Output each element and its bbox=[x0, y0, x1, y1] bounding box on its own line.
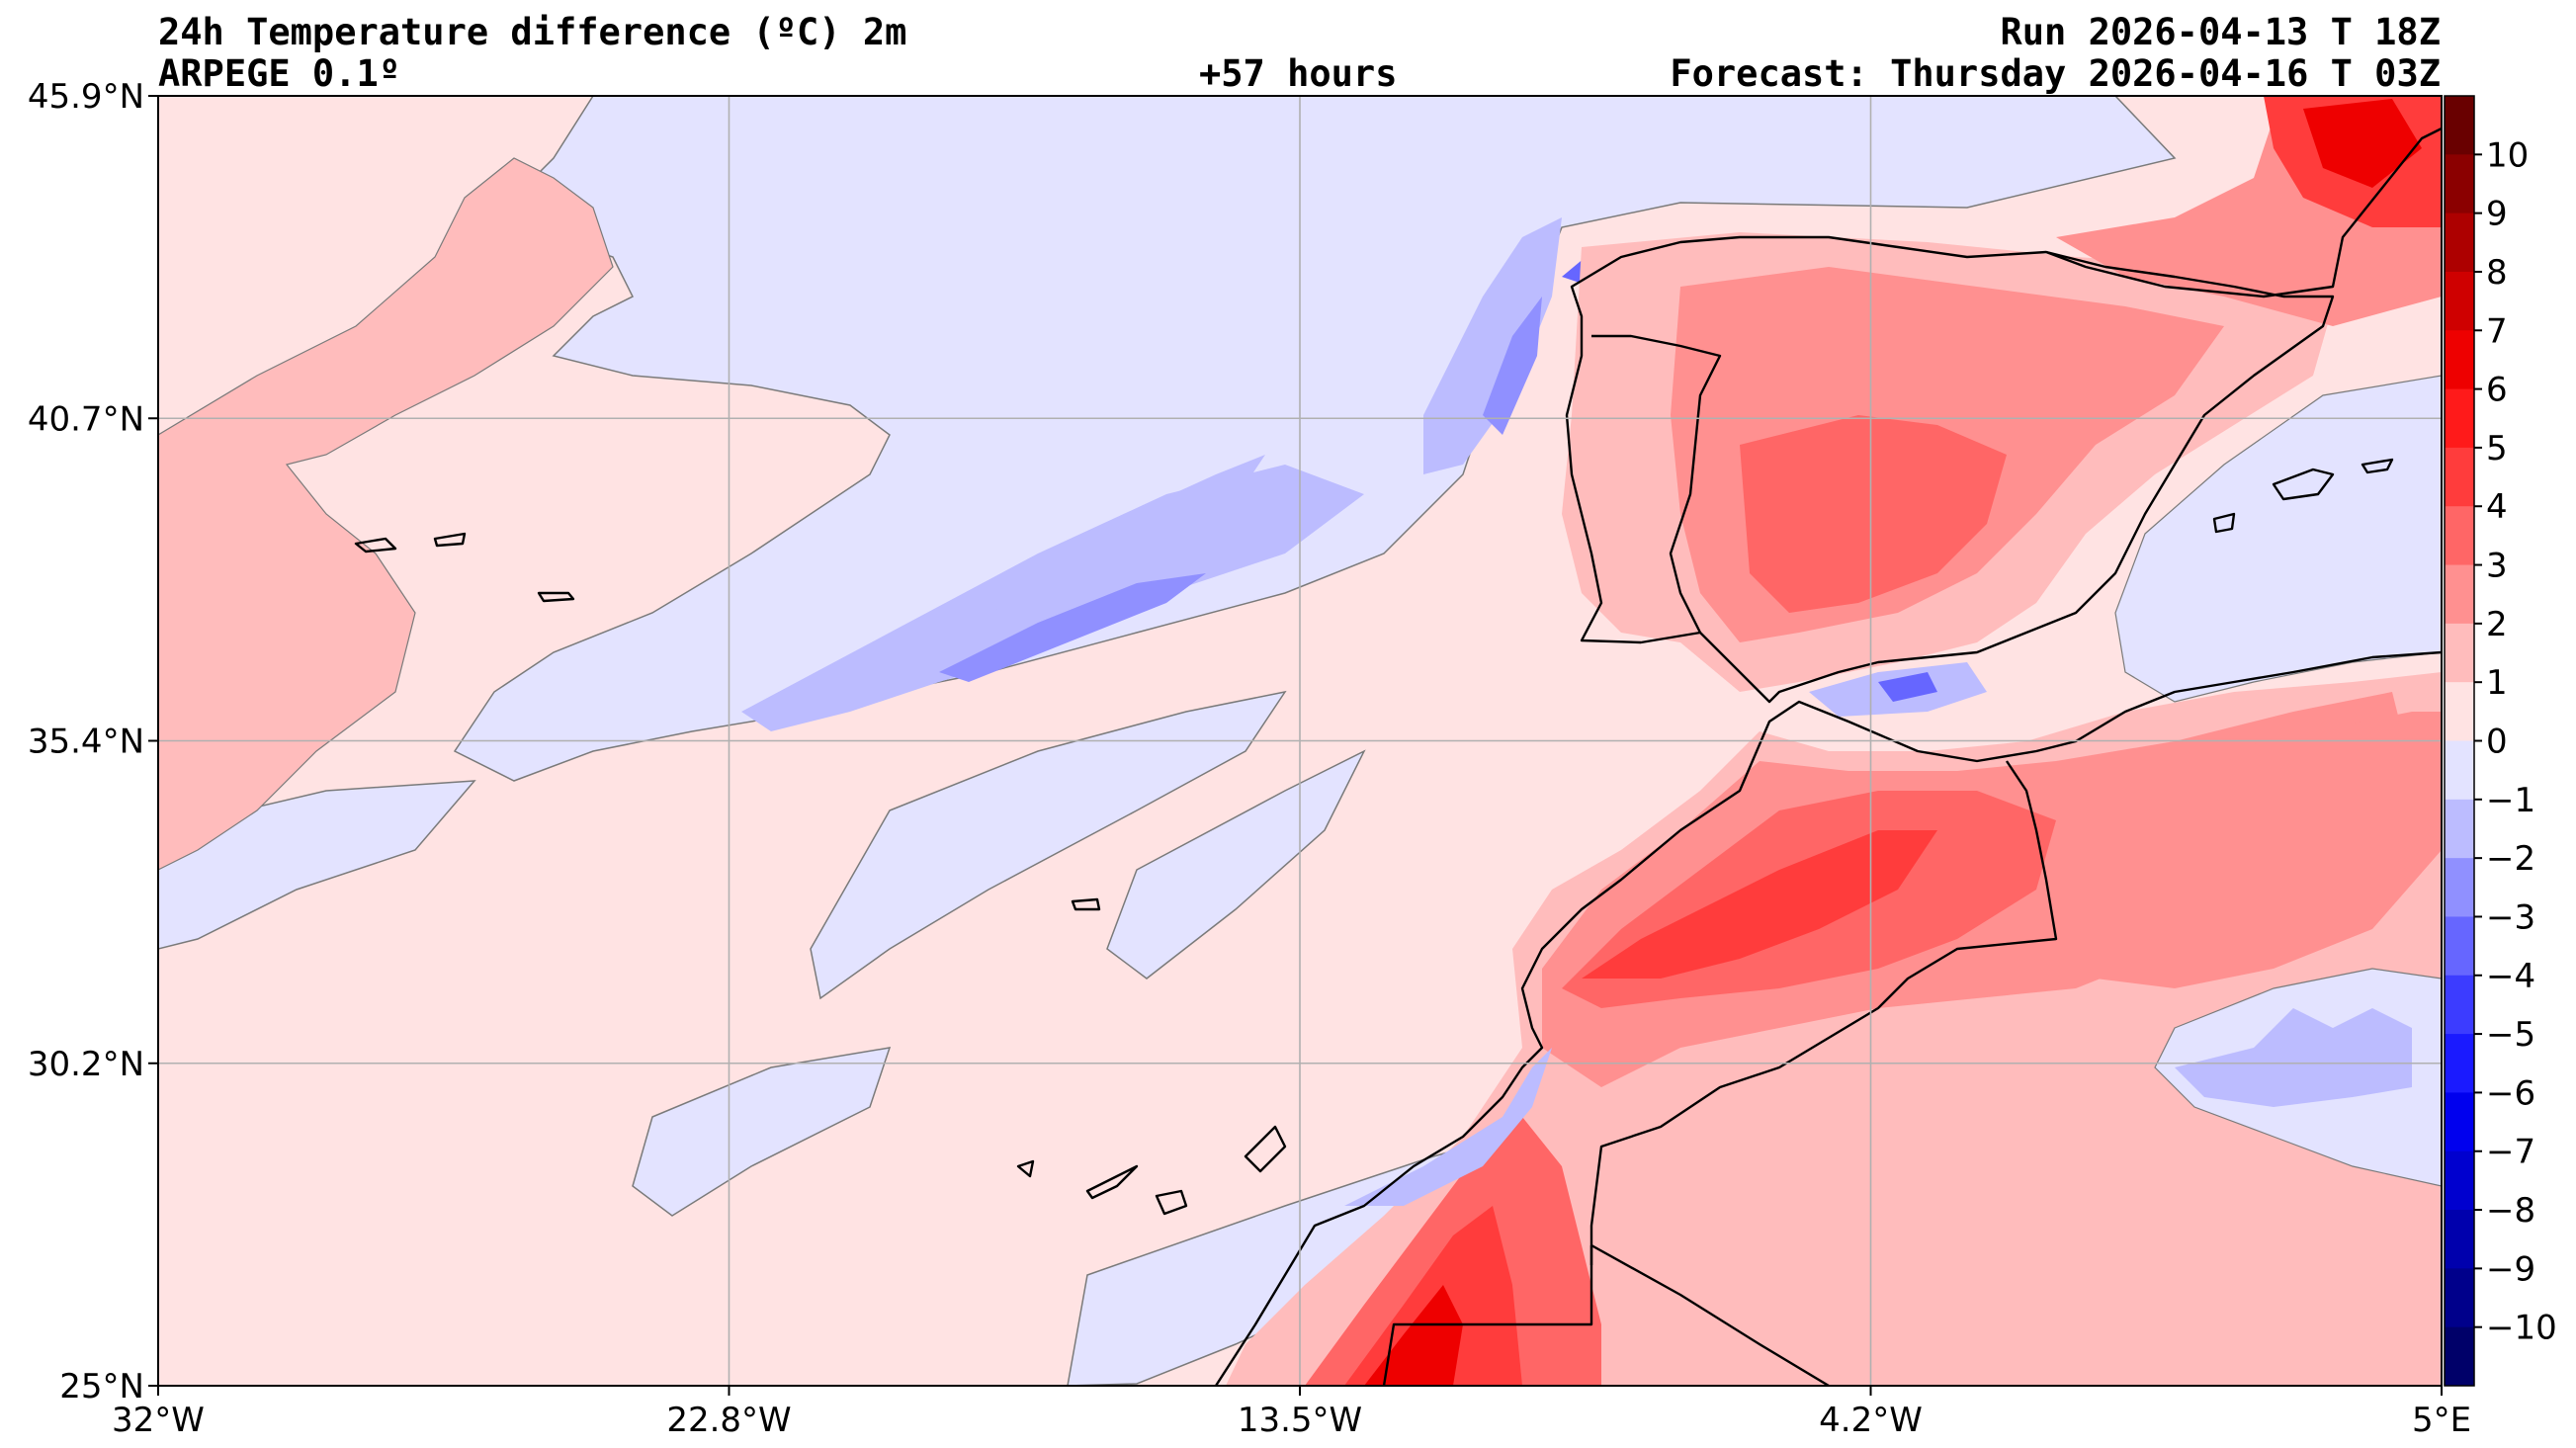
colorbar-tick-label: −4 bbox=[2486, 957, 2535, 996]
border-western-sahara bbox=[1382, 1245, 1593, 1386]
colorbar-tick-label: 8 bbox=[2486, 253, 2508, 293]
coastlines bbox=[354, 127, 2442, 1386]
border-mauritania bbox=[1590, 1243, 1830, 1386]
colorbar-tick-label: −3 bbox=[2486, 897, 2535, 937]
coastline-africa bbox=[1214, 650, 2442, 1386]
colorbar-tick-label: −8 bbox=[2486, 1191, 2535, 1231]
colorbar-swatch bbox=[2445, 682, 2474, 741]
negative-coastal-strip bbox=[1344, 1048, 1552, 1206]
gridlines bbox=[158, 96, 2442, 1386]
colorbar-tick-label: −7 bbox=[2486, 1133, 2535, 1172]
island-mallorca bbox=[2272, 468, 2335, 501]
colorbar-swatch bbox=[2445, 858, 2474, 917]
colorbar-tick-label: −2 bbox=[2486, 839, 2535, 879]
coastline-portugal-border bbox=[1591, 334, 1722, 634]
colorbar-tick-label: 2 bbox=[2486, 605, 2508, 644]
island-menorca bbox=[2361, 458, 2394, 474]
colorbar-swatch bbox=[2445, 975, 2474, 1035]
axis-ticks: 32°W 22.8°W 13.5°W 4.2°W 5°E 45.9°N 40.7°N 35.4… bbox=[28, 77, 2471, 1440]
island-canary-2 bbox=[1155, 1189, 1188, 1216]
colorbar-tick-label: −10 bbox=[2486, 1309, 2557, 1348]
colorbar-tick-label: −6 bbox=[2486, 1073, 2535, 1113]
x-tick-label: 4.2°W bbox=[1819, 1401, 1923, 1440]
colorbar-tick-label: 3 bbox=[2486, 547, 2508, 586]
map-title: 24h Temperature difference (ºC) 2m bbox=[158, 11, 907, 53]
colorbar-swatch bbox=[2445, 1210, 2474, 1269]
lead-time-label: +57 hours bbox=[1199, 52, 1398, 95]
coastline-iberia bbox=[1565, 235, 2335, 704]
negative-region-streak-1 bbox=[810, 690, 1287, 1000]
colorbar-tick-label: −5 bbox=[2486, 1015, 2535, 1055]
colorbar-tick-label: −1 bbox=[2486, 781, 2535, 820]
colorbar-swatch bbox=[2445, 916, 2474, 977]
x-tick-label: 13.5°W bbox=[1238, 1401, 1362, 1440]
colorbar-swatch bbox=[2445, 213, 2474, 273]
island-azores-2 bbox=[433, 532, 467, 548]
colorbar-swatch bbox=[2445, 623, 2474, 683]
run-label: Run 2026-04-13 T 18Z bbox=[2000, 11, 2441, 53]
positive-plume-nw bbox=[158, 157, 614, 871]
colorbar-swatch bbox=[2445, 330, 2474, 390]
negative-region-streak-4 bbox=[632, 1047, 892, 1217]
colorbar-swatch bbox=[2445, 271, 2474, 331]
positive-region-africa-4 bbox=[1582, 830, 1937, 979]
colorbar-tick-label: 9 bbox=[2486, 195, 2508, 234]
negative-band-2 bbox=[741, 465, 1364, 731]
colorbar-tick-label: −9 bbox=[2486, 1249, 2535, 1289]
x-tick-label: 5°E bbox=[2412, 1401, 2471, 1440]
coastline-france bbox=[2045, 127, 2442, 298]
positive-region-france-3 bbox=[2303, 99, 2422, 188]
y-tick-label: 25°N bbox=[59, 1367, 144, 1406]
island-ibiza bbox=[2212, 512, 2236, 534]
colorbar-swatch bbox=[2445, 1150, 2474, 1211]
border-morocco-algeria bbox=[1589, 760, 2058, 1265]
island-madeira bbox=[1071, 897, 1101, 911]
forecast-label: Forecast: Thursday 2026-04-16 T 03Z bbox=[1670, 52, 2441, 95]
y-tick-label: 35.4°N bbox=[28, 723, 144, 762]
model-label: ARPEGE 0.1º bbox=[158, 52, 401, 95]
colorbar-tick-label: 4 bbox=[2486, 487, 2508, 527]
colorbar-swatch bbox=[2445, 1268, 2474, 1328]
island-canary-3 bbox=[1244, 1125, 1287, 1173]
colorbar-swatch bbox=[2445, 1092, 2474, 1152]
colorbar-tick-label: 10 bbox=[2486, 135, 2529, 175]
negative-band-2c bbox=[1423, 217, 1562, 474]
colorbar-swatch bbox=[2445, 388, 2474, 449]
negative-region-alboran-2 bbox=[1878, 672, 1937, 702]
negative-region-algeria-2 bbox=[2175, 1008, 2412, 1107]
positive-region-sahara-2 bbox=[1344, 1206, 1522, 1386]
colorbar-swatch bbox=[2445, 799, 2474, 859]
colorbar-tick-label: 6 bbox=[2486, 371, 2508, 410]
colorbar-swatch bbox=[2445, 564, 2474, 625]
negative-band-2b bbox=[969, 455, 1265, 613]
colorbar-swatch bbox=[2445, 1034, 2474, 1093]
colorbar-swatch bbox=[2445, 154, 2474, 214]
colorbar-swatch bbox=[2445, 506, 2474, 566]
colorbar-tick-label: 1 bbox=[2486, 663, 2508, 703]
positive-region-east-africa bbox=[2056, 712, 2442, 988]
x-tick-label: 32°W bbox=[112, 1401, 205, 1440]
colorbar-swatch bbox=[2445, 447, 2474, 507]
x-tick-label: 22.8°W bbox=[666, 1401, 791, 1440]
colorbar-tick-label: 5 bbox=[2486, 429, 2508, 468]
colorbar-tick-label: 0 bbox=[2486, 723, 2508, 762]
y-tick-label: 45.9°N bbox=[28, 77, 144, 117]
island-canary-4 bbox=[1016, 1159, 1035, 1178]
colorbar-swatch bbox=[2445, 1326, 2474, 1387]
negative-band-3b bbox=[1483, 297, 1542, 435]
y-tick-label: 30.2°N bbox=[28, 1045, 144, 1084]
island-azores-1 bbox=[354, 537, 397, 554]
island-azores-3 bbox=[537, 591, 575, 603]
positive-region-iberia-3 bbox=[1740, 415, 2007, 613]
y-tick-label: 40.7°N bbox=[28, 399, 144, 439]
colorbar-tick-label: 7 bbox=[2486, 311, 2508, 351]
negative-band-3 bbox=[939, 573, 1206, 682]
colorbar-swatch bbox=[2445, 740, 2474, 801]
island-canary-1 bbox=[1085, 1164, 1139, 1200]
colorbar-swatch bbox=[2445, 96, 2474, 155]
